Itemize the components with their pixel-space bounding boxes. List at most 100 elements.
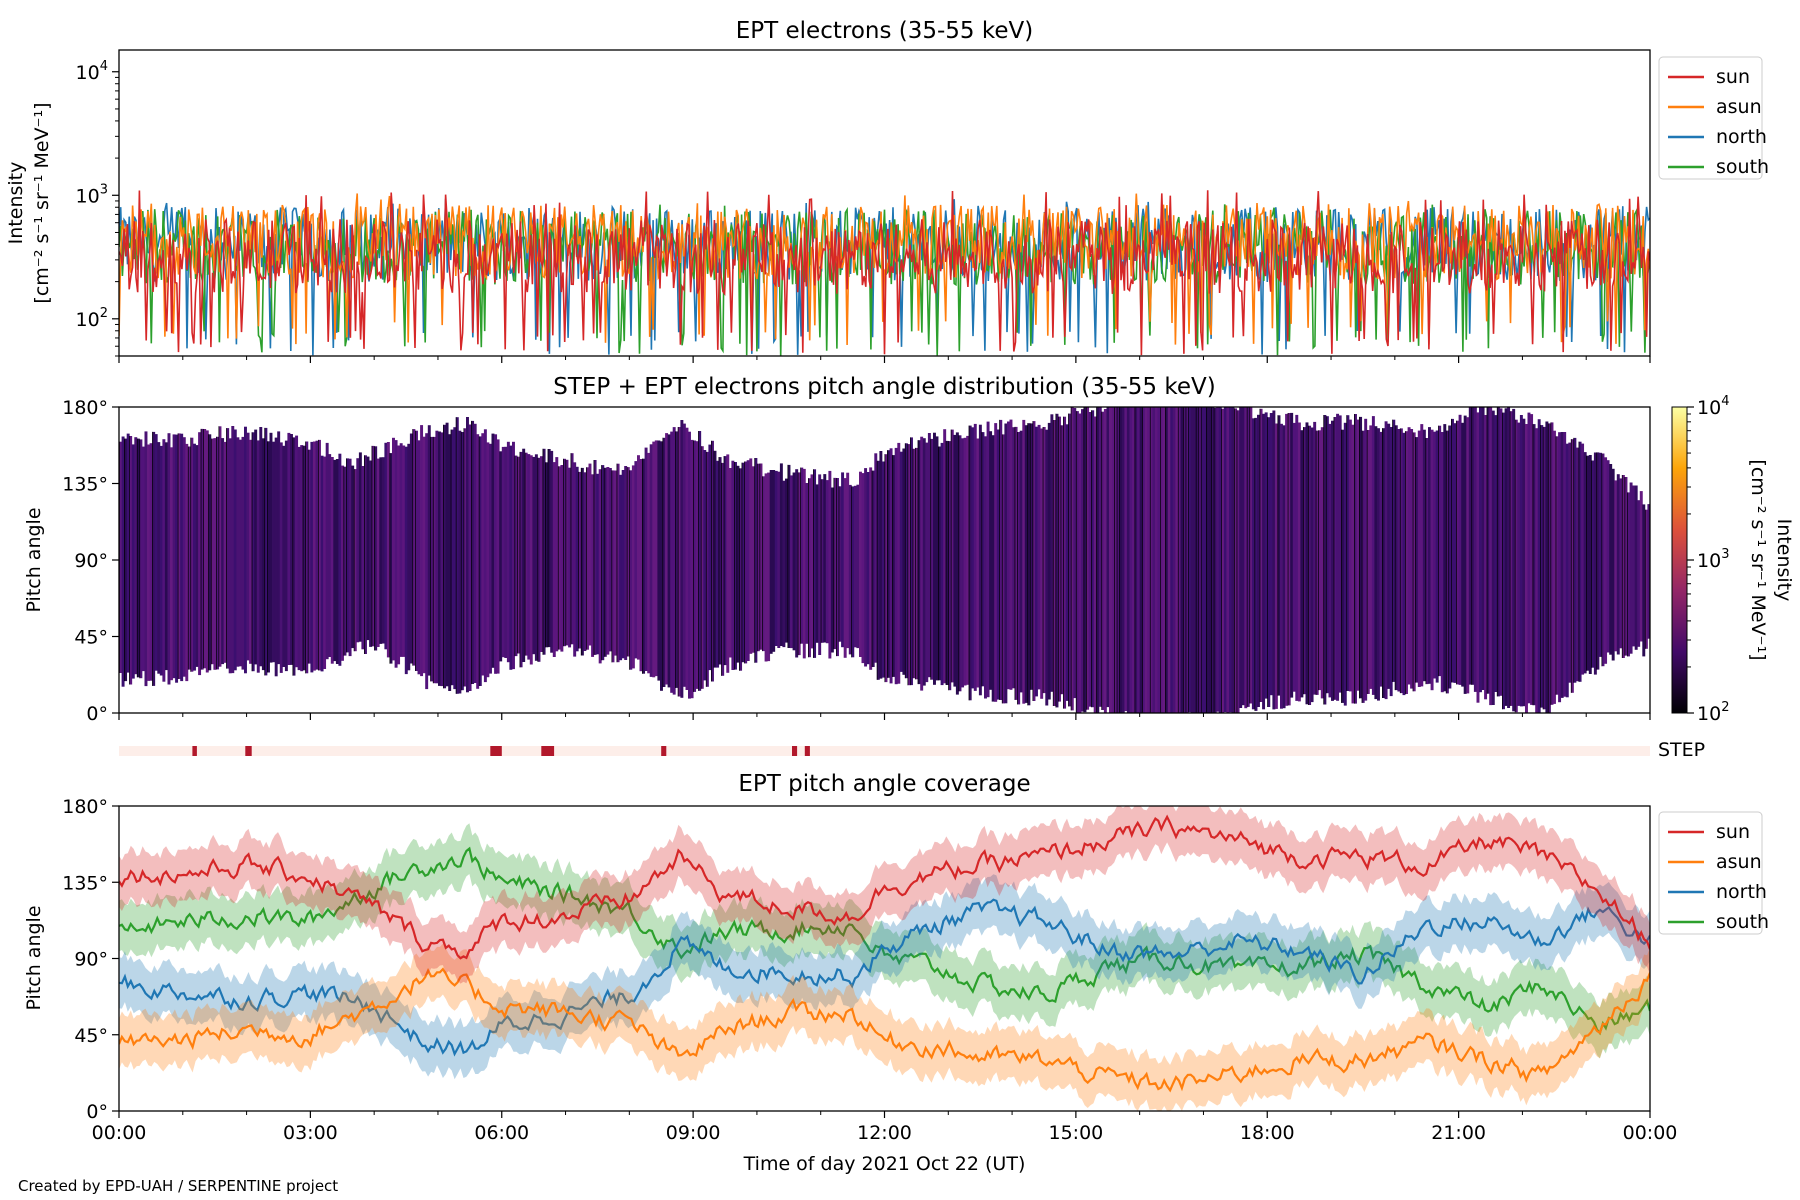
pad-column xyxy=(412,429,416,666)
pad-column xyxy=(897,442,901,684)
pad-column xyxy=(1632,485,1636,647)
coverage-x-tick-label: 03:00 xyxy=(283,1122,338,1144)
pad-column xyxy=(1476,412,1480,703)
pad-heatmap xyxy=(119,407,1650,713)
step-interval-mark xyxy=(490,746,502,756)
pad-column xyxy=(805,483,809,644)
pad-column xyxy=(1152,407,1156,713)
pad-column xyxy=(1555,436,1559,695)
pad-column xyxy=(159,445,163,676)
pad-column xyxy=(1338,415,1342,693)
pad-column xyxy=(1397,429,1401,692)
pad-column xyxy=(486,442,490,678)
pad-column xyxy=(1200,407,1204,713)
pad-column xyxy=(524,452,528,656)
pad-column-edge xyxy=(318,439,319,671)
pad-column-edge xyxy=(1425,438,1427,685)
pad-column-edge xyxy=(1052,420,1054,706)
pad-column-edge xyxy=(1354,414,1355,704)
pad-column xyxy=(356,458,360,643)
pad-column-edge xyxy=(787,464,789,648)
pad-column xyxy=(736,465,740,663)
pad-column-edge xyxy=(1195,407,1197,713)
pad-column xyxy=(810,474,814,649)
pad-column xyxy=(955,432,959,695)
intensity-panel: EPT electrons (35-55 keV) 102 103 104 Inte… xyxy=(5,18,1769,363)
pad-column xyxy=(264,427,268,676)
pad-column xyxy=(1078,413,1082,713)
pad-column xyxy=(734,462,737,670)
pad-column-edge xyxy=(463,428,465,687)
pad-column-edge xyxy=(603,467,605,657)
pad-column-edge xyxy=(838,486,840,642)
pad-column xyxy=(397,445,401,665)
pad-column xyxy=(512,441,515,670)
pad-column xyxy=(295,435,299,668)
pad-column xyxy=(216,436,219,670)
pad-column xyxy=(1249,407,1253,704)
pad-column-edge xyxy=(887,450,888,678)
pad-column-edge xyxy=(251,432,253,672)
pad-column xyxy=(1588,455,1592,674)
pad-column xyxy=(1591,460,1595,668)
pad-column xyxy=(1535,428,1539,713)
pad-column xyxy=(1172,407,1176,713)
pad-column xyxy=(1308,425,1312,705)
pad-column-edge xyxy=(1448,425,1450,689)
pad-column xyxy=(1022,419,1026,704)
pad-column xyxy=(1514,419,1518,713)
pad-column xyxy=(716,460,720,668)
pad-column xyxy=(1188,407,1192,713)
pad-column xyxy=(1433,431,1437,679)
pad-column xyxy=(728,468,732,658)
pad-column xyxy=(830,487,834,653)
pad-column xyxy=(274,437,278,677)
pad-column xyxy=(445,422,449,687)
pad-column xyxy=(1088,412,1092,707)
pad-column xyxy=(1295,414,1299,701)
pad-column xyxy=(1341,429,1345,703)
pad-column xyxy=(358,452,362,642)
pad-column xyxy=(1060,425,1064,695)
pad-column-edge xyxy=(945,440,947,685)
coverage-x-tick-label: 15:00 xyxy=(1048,1122,1103,1144)
pad-column-edge xyxy=(1234,408,1235,713)
pad-column xyxy=(348,458,352,657)
pad-column-edge xyxy=(754,458,756,663)
pad-column xyxy=(1149,407,1153,713)
pad-column xyxy=(1050,414,1054,692)
step-intervals xyxy=(192,746,810,756)
pad-column xyxy=(1629,482,1633,654)
pad-column xyxy=(667,434,671,688)
pad-column-edge xyxy=(177,433,179,679)
pad-column xyxy=(1103,409,1107,713)
pad-column xyxy=(231,426,235,674)
pad-column xyxy=(361,466,365,650)
pad-column xyxy=(1195,407,1199,713)
pad-column xyxy=(866,472,870,665)
pad-column xyxy=(261,438,265,671)
pad-column-edge xyxy=(705,451,707,687)
pad-column xyxy=(545,462,549,648)
pad-column xyxy=(1593,452,1597,675)
pad-column-edge xyxy=(1188,407,1189,713)
pad-column xyxy=(238,439,242,667)
pad-column xyxy=(517,456,521,654)
pad-column-edge xyxy=(187,446,189,670)
pad-column xyxy=(167,433,171,685)
pad-column xyxy=(818,474,822,655)
pad-column xyxy=(953,434,957,687)
pad-column xyxy=(1246,407,1250,707)
pad-column-edge xyxy=(455,417,457,694)
pad-column-edge xyxy=(1119,407,1120,713)
pad-column xyxy=(129,436,133,685)
pad-column-edge xyxy=(1624,477,1626,656)
pad-column-edge xyxy=(364,455,365,654)
pad-column xyxy=(476,434,480,689)
pad-column xyxy=(1328,423,1332,698)
coverage-y-tick-label: 90° xyxy=(74,949,108,971)
pad-column xyxy=(608,468,612,652)
pad-column xyxy=(739,468,743,671)
pad-column xyxy=(1121,407,1125,713)
pad-column-edge xyxy=(267,441,268,673)
